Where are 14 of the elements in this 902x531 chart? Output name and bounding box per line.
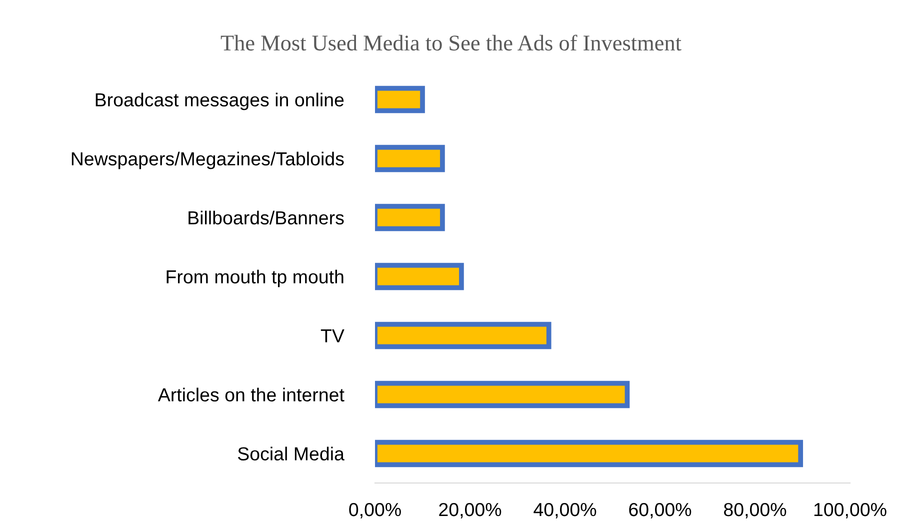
y-tick-label: Broadcast messages in online [96,92,344,110]
y-tick-label: Social Media [238,446,344,460]
x-tick-label: 60,00% [629,502,692,518]
x-tick-label: 20,00% [439,502,502,518]
x-tick-label: 40,00% [534,502,596,518]
x-tick-label: 0,00% [349,502,401,518]
y-tick-label: From mouth tp mouth [166,270,344,288]
x-tick-label: 100,00% [814,502,886,518]
chart-title: The Most Used Media to See the Ads of Investment [220,34,682,51]
y-tick-label: Newspapers/Megazines/Tabloids [72,152,344,170]
y-tick-label: TV [320,329,344,342]
y-tick-label: Billboards/Banners [188,210,344,224]
y-tick-label: Articles on the internet [158,388,344,402]
x-tick-label: 80,00% [724,502,786,518]
